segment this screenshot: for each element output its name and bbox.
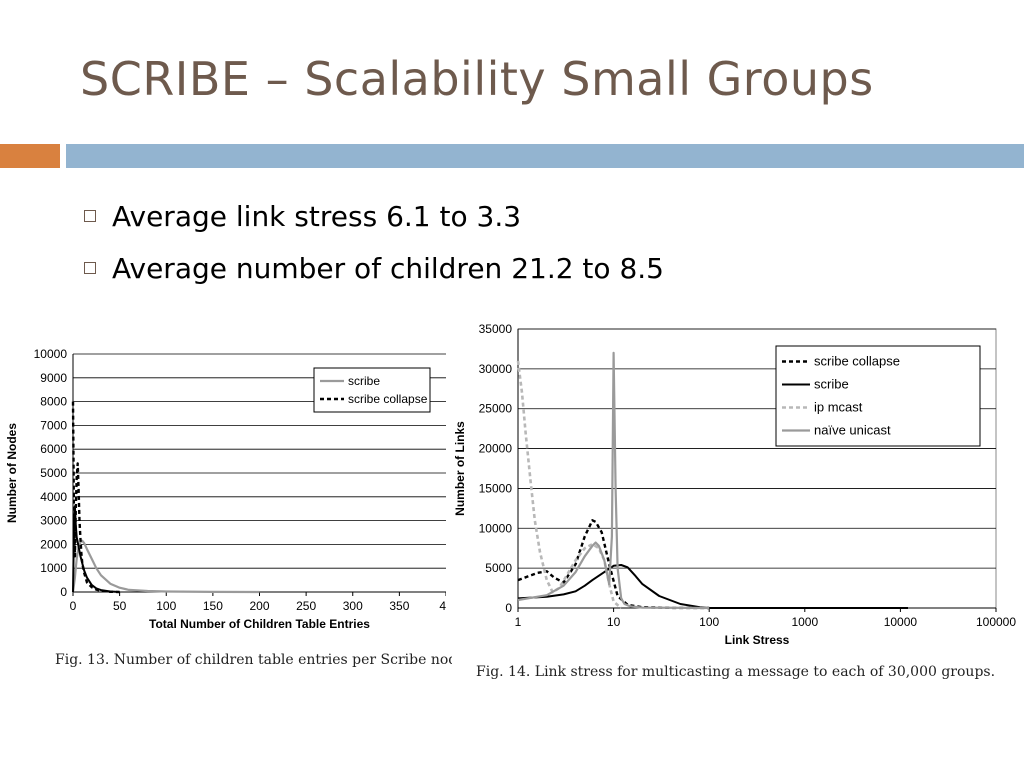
legend-label: scribe bbox=[814, 377, 849, 392]
y-tick-label: 15000 bbox=[479, 481, 513, 495]
y-tick-label: 2000 bbox=[40, 537, 67, 551]
bullet-square-icon bbox=[84, 210, 96, 222]
bullet-item: Average link stress 6.1 to 3.3 bbox=[84, 190, 664, 242]
x-tick-label: 100000 bbox=[976, 615, 1016, 629]
accent-bar-orange bbox=[0, 144, 60, 168]
x-tick-label: 100 bbox=[699, 615, 719, 629]
bullet-item: Average number of children 21.2 to 8.5 bbox=[84, 242, 664, 294]
legend-label: scribe collapse bbox=[814, 354, 900, 369]
legend-label: scribe collapse bbox=[348, 392, 428, 406]
x-axis-label: Link Stress bbox=[725, 633, 790, 647]
y-tick-label: 20000 bbox=[479, 442, 513, 456]
series-line-scribe bbox=[71, 539, 260, 594]
slide-title: SCRIBE – Scalability Small Groups bbox=[80, 52, 874, 106]
y-tick-label: 5000 bbox=[485, 561, 512, 575]
legend-label: scribe bbox=[348, 374, 380, 388]
y-tick-label: 0 bbox=[505, 601, 512, 615]
link-stress-chart: 0 5000 10000 15000 20000 25000 30000 35000 1 10 10… bbox=[453, 322, 1016, 647]
series-line-scribe-collapse bbox=[71, 401, 120, 594]
bullet-square-icon bbox=[84, 262, 96, 274]
y-tick-label: 7000 bbox=[40, 418, 67, 432]
figure-14-caption: Fig. 14. Link stress for multicasting a … bbox=[476, 664, 996, 680]
y-tick-label: 35000 bbox=[479, 322, 513, 336]
legend-label: naïve unicast bbox=[814, 423, 891, 438]
y-tick-label: 0 bbox=[60, 585, 67, 599]
y-tick-label: 8000 bbox=[40, 395, 67, 409]
y-tick-label: 5000 bbox=[40, 466, 67, 480]
x-tick-label: 10 bbox=[607, 615, 621, 629]
x-tick-label: 250 bbox=[296, 599, 316, 613]
x-tick-label: 1 bbox=[515, 615, 522, 629]
y-tick-label: 10000 bbox=[34, 347, 68, 361]
x-tick-label: 40 bbox=[439, 599, 446, 613]
y-tick-label: 3000 bbox=[40, 514, 67, 528]
legend-box bbox=[313, 367, 431, 413]
legend-label: ip mcast bbox=[814, 400, 863, 415]
figure-14: 0 5000 10000 15000 20000 25000 30000 35000 1 10 10… bbox=[452, 316, 1024, 688]
x-tick-label: 350 bbox=[389, 599, 409, 613]
bullet-list: Average link stress 6.1 to 3.3 Average n… bbox=[84, 190, 664, 294]
series-line-na-ve-unicast bbox=[517, 351, 710, 610]
figure-13: 0 1000 2000 3000 4000 5000 6000 7000 8000 9000 100… bbox=[0, 338, 470, 678]
y-tick-label: 6000 bbox=[40, 442, 67, 456]
x-tick-label: 150 bbox=[203, 599, 223, 613]
legend-box bbox=[775, 345, 981, 447]
x-axis-label: Total Number of Children Table Entries bbox=[149, 617, 370, 631]
children-table-chart: 0100020003000400050006000700080009000100… bbox=[5, 347, 453, 631]
y-tick-label: 4000 bbox=[40, 490, 67, 504]
y-tick-label: 25000 bbox=[479, 402, 513, 416]
figure-13-caption: Fig. 13. Number of children table entrie… bbox=[55, 652, 470, 668]
y-tick-label: 9000 bbox=[40, 371, 67, 385]
x-tick-label: 300 bbox=[343, 599, 363, 613]
y-tick-label: 1000 bbox=[40, 561, 67, 575]
x-tick-label: 50 bbox=[113, 599, 127, 613]
y-tick-label: 10000 bbox=[479, 521, 513, 535]
bullet-text: Average link stress 6.1 to 3.3 bbox=[112, 199, 522, 233]
y-axis-label: Number of Links bbox=[453, 421, 467, 516]
series-line-unlabeled bbox=[72, 505, 120, 593]
y-axis-label: Number of Nodes bbox=[5, 423, 19, 523]
x-tick-label: 10000 bbox=[884, 615, 918, 629]
bullet-text: Average number of children 21.2 to 8.5 bbox=[112, 251, 664, 285]
y-tick-label: 30000 bbox=[479, 362, 513, 376]
x-tick-label: 100 bbox=[156, 599, 176, 613]
accent-bar-blue bbox=[66, 144, 1024, 168]
x-tick-label: 0 bbox=[70, 599, 77, 613]
x-tick-label: 1000 bbox=[791, 615, 818, 629]
x-tick-label: 200 bbox=[249, 599, 269, 613]
